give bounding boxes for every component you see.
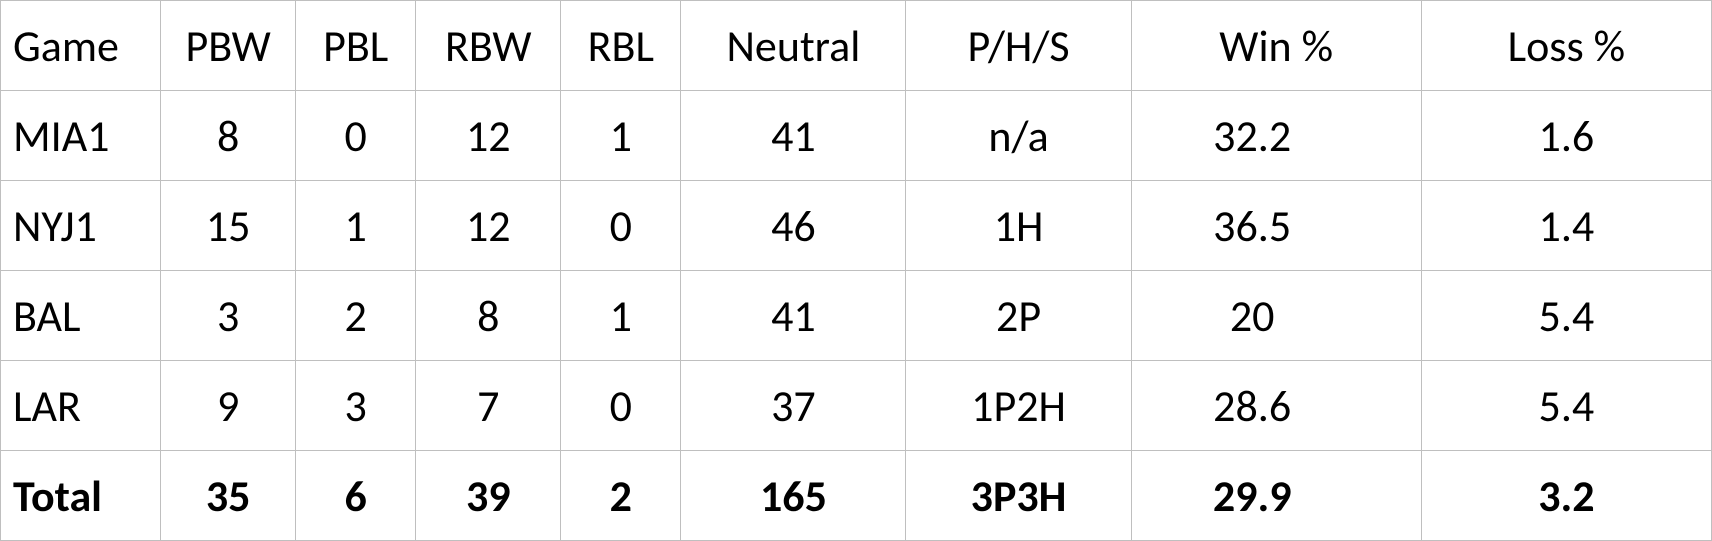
table-row: MIA18012141n/a32.21.6 <box>1 91 1712 181</box>
header-pbw: PBW <box>161 1 296 91</box>
cell-neutral: 46 <box>681 181 906 271</box>
table-body: MIA18012141n/a32.21.6NYJ1151120461H36.51… <box>1 91 1712 541</box>
table-row: LAR9370371P2H28.65.4 <box>1 361 1712 451</box>
cell-pbw: 8 <box>161 91 296 181</box>
cell-winpct: 20 <box>1131 271 1421 361</box>
cell-neutral: 165 <box>681 451 906 541</box>
cell-losspct: 5.4 <box>1421 271 1711 361</box>
header-rbl: RBL <box>561 1 681 91</box>
cell-winpct: 28.6 <box>1131 361 1421 451</box>
cell-winpct: 29.9 <box>1131 451 1421 541</box>
stats-table: GamePBWPBLRBWRBLNeutralP/H/SWin %Loss % … <box>0 0 1712 541</box>
cell-rbl: 1 <box>561 91 681 181</box>
cell-neutral: 37 <box>681 361 906 451</box>
table-row: Total3563921653P3H29.93.2 <box>1 451 1712 541</box>
cell-pbl: 3 <box>296 361 416 451</box>
cell-pbl: 6 <box>296 451 416 541</box>
cell-game: NYJ1 <box>1 181 161 271</box>
cell-rbw: 12 <box>416 181 561 271</box>
cell-rbl: 0 <box>561 181 681 271</box>
cell-rbl: 0 <box>561 361 681 451</box>
cell-pbl: 0 <box>296 91 416 181</box>
header-row: GamePBWPBLRBWRBLNeutralP/H/SWin %Loss % <box>1 1 1712 91</box>
cell-phs: 2P <box>906 271 1131 361</box>
cell-rbw: 7 <box>416 361 561 451</box>
header-rbw: RBW <box>416 1 561 91</box>
cell-losspct: 1.4 <box>1421 181 1711 271</box>
header-neutral: Neutral <box>681 1 906 91</box>
cell-rbl: 2 <box>561 451 681 541</box>
cell-rbw: 8 <box>416 271 561 361</box>
cell-losspct: 1.6 <box>1421 91 1711 181</box>
cell-game: Total <box>1 451 161 541</box>
cell-rbl: 1 <box>561 271 681 361</box>
cell-phs: 1H <box>906 181 1131 271</box>
table-row: BAL3281412P205.4 <box>1 271 1712 361</box>
header-pbl: PBL <box>296 1 416 91</box>
table-row: NYJ1151120461H36.51.4 <box>1 181 1712 271</box>
cell-rbw: 12 <box>416 91 561 181</box>
cell-pbw: 15 <box>161 181 296 271</box>
cell-winpct: 32.2 <box>1131 91 1421 181</box>
cell-neutral: 41 <box>681 271 906 361</box>
cell-game: MIA1 <box>1 91 161 181</box>
cell-pbl: 1 <box>296 181 416 271</box>
table-header: GamePBWPBLRBWRBLNeutralP/H/SWin %Loss % <box>1 1 1712 91</box>
cell-pbw: 3 <box>161 271 296 361</box>
cell-losspct: 3.2 <box>1421 451 1711 541</box>
cell-pbw: 9 <box>161 361 296 451</box>
cell-phs: n/a <box>906 91 1131 181</box>
cell-phs: 1P2H <box>906 361 1131 451</box>
cell-pbl: 2 <box>296 271 416 361</box>
cell-phs: 3P3H <box>906 451 1131 541</box>
cell-rbw: 39 <box>416 451 561 541</box>
header-phs: P/H/S <box>906 1 1131 91</box>
header-winpct: Win % <box>1131 1 1421 91</box>
header-losspct: Loss % <box>1421 1 1711 91</box>
cell-losspct: 5.4 <box>1421 361 1711 451</box>
cell-neutral: 41 <box>681 91 906 181</box>
cell-pbw: 35 <box>161 451 296 541</box>
header-game: Game <box>1 1 161 91</box>
cell-winpct: 36.5 <box>1131 181 1421 271</box>
cell-game: LAR <box>1 361 161 451</box>
cell-game: BAL <box>1 271 161 361</box>
